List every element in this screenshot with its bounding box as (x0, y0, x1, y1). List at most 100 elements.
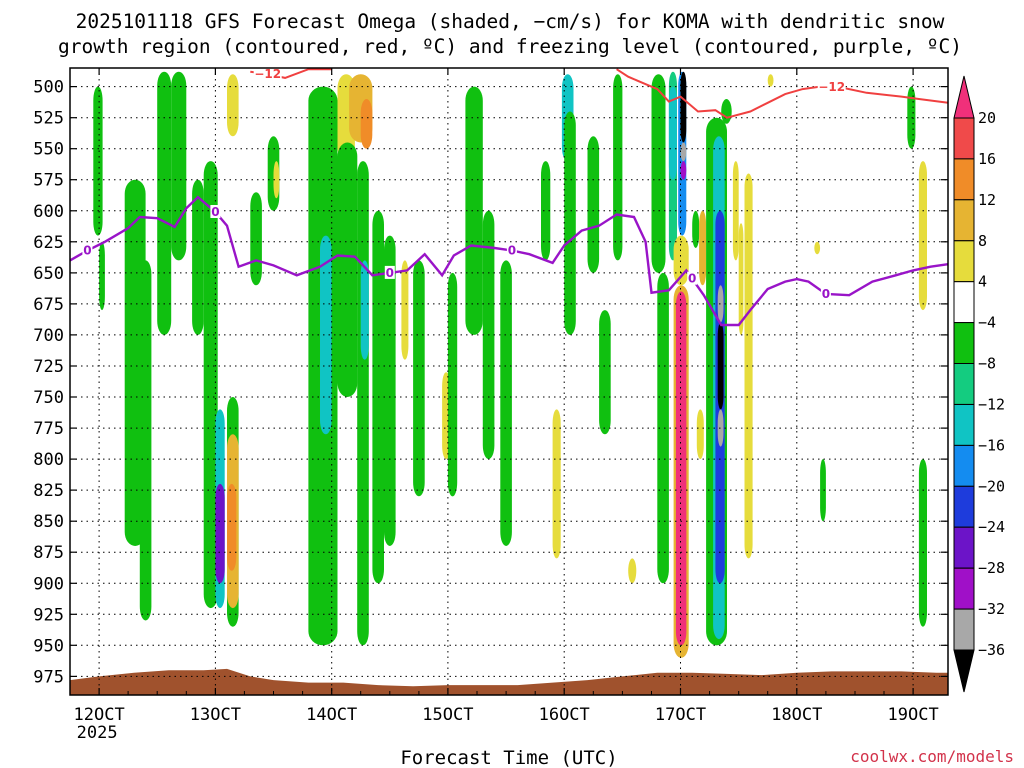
y-tick-label: 975 (33, 667, 64, 687)
omega-patch (273, 161, 280, 199)
omega-patch (918, 459, 927, 627)
omega-patch (657, 272, 669, 584)
omega-patch (680, 71, 687, 143)
colorbar-label: −32 (978, 600, 1005, 618)
omega-patch (696, 409, 704, 460)
colorbar-swatch (953, 117, 975, 160)
omega-patch (99, 241, 105, 311)
x-tick-label: 15OCT (422, 705, 473, 725)
omega-patch (918, 161, 927, 311)
colorbar-swatch (953, 404, 975, 446)
colorbar-label: 12 (978, 191, 996, 209)
omega-patch (680, 161, 687, 180)
freezing-level-label: 0 (822, 287, 830, 301)
omega-patch (171, 71, 187, 261)
y-tick-label: 675 (33, 295, 64, 315)
omega-patch (680, 142, 687, 162)
y-tick-label: 925 (33, 605, 64, 625)
omega-patch (767, 74, 774, 87)
colorbar-swatch (953, 363, 975, 405)
credit-text: coolwx.com/models (850, 747, 1014, 766)
colorbar-label: 8 (978, 232, 987, 250)
colorbar-top-arrow (953, 75, 975, 119)
omega-patch (675, 291, 687, 646)
freezing-level-label: 0 (688, 272, 696, 286)
omega-patch (250, 192, 262, 286)
omega-patch (157, 71, 172, 335)
y-tick-label: 600 (33, 202, 64, 222)
contour-layer: 0 0 0 0 0 0 −12 −12 (69, 67, 949, 327)
y-tick-label: 850 (33, 512, 64, 532)
contour-label-bg (384, 265, 395, 279)
y-tick-label: 725 (33, 357, 64, 377)
colorbar-label: −24 (978, 518, 1005, 536)
colorbar-swatch (953, 608, 975, 651)
colorbar-label: −16 (978, 436, 1005, 454)
colorbar-swatch (953, 526, 975, 569)
colorbar-label: −12 (978, 396, 1005, 414)
y-tick-label: 775 (33, 419, 64, 439)
omega-patch (587, 136, 600, 273)
y-tick-label: 700 (33, 326, 64, 346)
omega-patch (628, 558, 637, 584)
omega-patch (552, 409, 561, 559)
x-tick-label: 18OCT (771, 705, 822, 725)
colorbar-label: −36 (978, 641, 1005, 659)
dgz-contour-label: −12 (818, 80, 845, 94)
x-tick-label: 13OCT (190, 705, 241, 725)
x-tick-year-label: 2025 (77, 723, 118, 743)
y-tick-label: 875 (33, 543, 64, 563)
chart-title-line-1: 2025101118 GFS Forecast Omega (shaded, −… (76, 10, 945, 33)
y-axis: 500 525 550 575 600 625 650 675 700 725 750 775 800 8… (33, 78, 948, 687)
y-tick-label: 900 (33, 574, 64, 594)
colorbar-swatch (953, 158, 975, 201)
colorbar-label: −8 (978, 355, 996, 373)
colorbar-label: −4 (978, 314, 996, 332)
terrain-layer (70, 668, 948, 695)
x-tick-label: 17OCT (655, 705, 706, 725)
omega-patch (692, 210, 700, 248)
omega-patch (599, 310, 611, 435)
y-tick-label: 625 (33, 233, 64, 253)
omega-patch (717, 322, 724, 410)
omega-patch (227, 483, 237, 571)
omega-patch (500, 260, 512, 546)
y-tick-label: 525 (33, 109, 64, 129)
colorbar-swatch (953, 281, 975, 324)
colorbar-swatch (953, 240, 975, 283)
omega-patch (384, 235, 396, 546)
dgz-minus12-contour (616, 68, 949, 119)
x-tick-label: 12OCT (74, 705, 125, 725)
omega-patch (668, 86, 677, 180)
colorbar-swatch (953, 444, 975, 487)
colorbar-swatch (953, 322, 975, 365)
omega-patch (717, 409, 724, 447)
x-tick-label: 14OCT (306, 705, 357, 725)
omega-patch (447, 272, 458, 497)
contour-label-bg (82, 243, 93, 257)
omega-patch (227, 74, 239, 137)
freezing-level-label: 0 (386, 266, 394, 280)
omega-patch (613, 74, 623, 261)
contour-label-bg (210, 205, 221, 218)
gridlines (70, 68, 948, 695)
colorbar-bottom-arrow (953, 649, 975, 693)
omega-patch (465, 86, 483, 335)
contour-label-bg (506, 243, 517, 257)
chart-title-line-2: growth region (contoured, red, ºC) and f… (58, 35, 962, 58)
x-tick-label: 16OCT (539, 705, 590, 725)
plot-area: 0 0 0 0 0 0 −12 −12 (69, 67, 949, 696)
omega-patch (360, 99, 373, 149)
omega-patch (564, 111, 576, 335)
colorbar: 20 16 12 8 4 −4 −8 −12 −16 −20 −24 −28 −32 −36 (953, 75, 1005, 693)
y-tick-label: 800 (33, 450, 64, 470)
omega-shading (93, 71, 927, 658)
y-tick-label: 550 (33, 140, 64, 160)
freezing-level-label: 0 (211, 205, 219, 219)
omega-patch (717, 285, 724, 323)
colorbar-swatch (953, 567, 975, 610)
y-tick-label: 575 (33, 171, 64, 191)
omega-patch (814, 241, 821, 255)
